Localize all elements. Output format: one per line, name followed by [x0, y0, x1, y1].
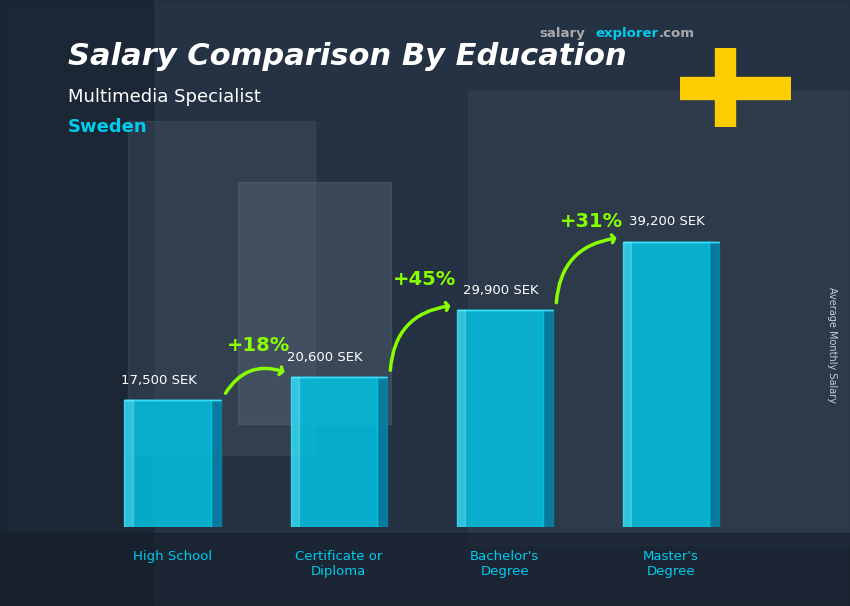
Bar: [291, 378, 377, 527]
Bar: [456, 310, 543, 527]
Text: Average Monthly Salary: Average Monthly Salary: [827, 287, 837, 404]
Bar: [622, 242, 632, 527]
Text: 29,900 SEK: 29,900 SEK: [463, 284, 539, 297]
Bar: [0, 533, 850, 606]
Text: salary: salary: [540, 27, 586, 40]
Text: Bachelor's
Degree: Bachelor's Degree: [470, 550, 540, 579]
Text: Salary Comparison By Education: Salary Comparison By Education: [68, 42, 626, 72]
Text: Sweden: Sweden: [68, 118, 148, 136]
Bar: [456, 310, 465, 527]
Bar: [124, 400, 133, 527]
Bar: [0, 0, 153, 606]
Text: explorer: explorer: [595, 27, 658, 40]
Bar: [128, 121, 314, 454]
Text: +45%: +45%: [394, 270, 456, 290]
Bar: [716, 48, 735, 127]
Polygon shape: [709, 242, 719, 527]
Polygon shape: [211, 400, 221, 527]
Text: +31%: +31%: [559, 212, 622, 231]
Polygon shape: [377, 378, 387, 527]
Text: +18%: +18%: [227, 336, 291, 355]
Bar: [680, 77, 790, 99]
Bar: [291, 378, 299, 527]
Text: 39,200 SEK: 39,200 SEK: [629, 215, 705, 228]
Polygon shape: [543, 310, 552, 527]
Text: Master's
Degree: Master's Degree: [643, 550, 699, 579]
Bar: [124, 400, 211, 527]
Bar: [238, 182, 391, 424]
Bar: [622, 242, 709, 527]
Bar: [468, 91, 850, 545]
Text: Certificate or
Diploma: Certificate or Diploma: [295, 550, 382, 579]
Text: 20,600 SEK: 20,600 SEK: [287, 351, 363, 364]
Text: 17,500 SEK: 17,500 SEK: [122, 374, 197, 387]
Text: Multimedia Specialist: Multimedia Specialist: [68, 88, 261, 106]
Text: .com: .com: [659, 27, 694, 40]
Text: High School: High School: [133, 550, 212, 564]
